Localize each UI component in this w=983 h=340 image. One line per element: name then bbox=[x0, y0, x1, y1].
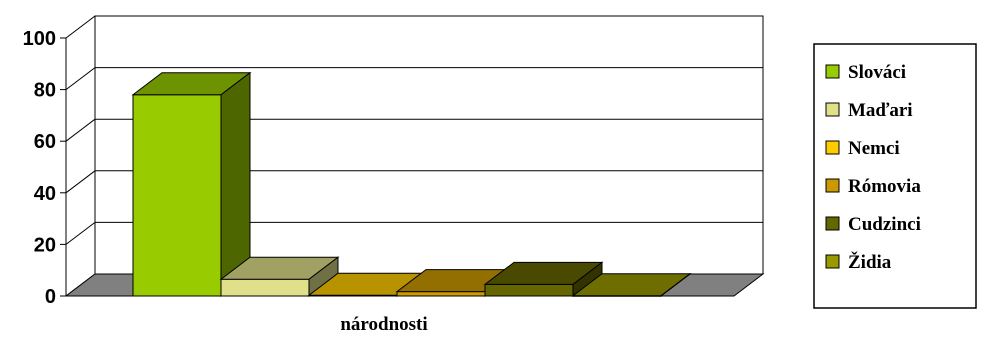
legend-label: Slováci bbox=[848, 62, 906, 83]
legend-swatch bbox=[825, 254, 840, 269]
bar-front bbox=[132, 94, 222, 297]
y-tick-label: 40 bbox=[34, 183, 56, 205]
bar-6 bbox=[571, 272, 692, 298]
legend-swatch bbox=[825, 140, 840, 155]
y-tick-label: 60 bbox=[34, 131, 56, 153]
y-tick-label: 100 bbox=[23, 28, 56, 50]
legend-swatch bbox=[825, 216, 840, 231]
gridline-diagonal bbox=[65, 15, 96, 39]
legend-label: Nemci bbox=[848, 138, 900, 159]
legend-label: Cudzinci bbox=[848, 214, 921, 235]
bar-front bbox=[220, 278, 310, 297]
bar-side bbox=[660, 272, 691, 298]
axis-layer: 0 20 40 60 80 100 bbox=[23, 28, 734, 308]
y-tick-label: 20 bbox=[34, 234, 56, 256]
gridline-diagonal bbox=[65, 170, 96, 194]
legend-box bbox=[813, 43, 977, 309]
legend-swatch bbox=[825, 64, 840, 79]
bar-front bbox=[484, 283, 574, 297]
legend-swatch bbox=[825, 102, 840, 117]
bar-1 bbox=[131, 71, 252, 298]
y-tick-label: 80 bbox=[34, 80, 56, 102]
x-axis-label: národnosti bbox=[340, 314, 427, 335]
bar-5 bbox=[483, 261, 604, 298]
legend-label: Židia bbox=[848, 251, 892, 273]
bar-2 bbox=[219, 256, 340, 298]
legend: Slováci Maďari Nemci Rómovia Cudzinci Židia bbox=[813, 43, 977, 309]
bar-layer bbox=[131, 71, 692, 298]
legend-swatch bbox=[825, 178, 840, 193]
gridline-diagonal bbox=[65, 67, 96, 90]
gridline-diagonal bbox=[65, 222, 96, 245]
y-tick-label: 0 bbox=[45, 286, 56, 308]
legend-label: Maďari bbox=[848, 100, 913, 121]
bar-front bbox=[396, 291, 486, 297]
legend-label: Rómovia bbox=[848, 176, 921, 197]
gridline-diagonal bbox=[65, 118, 96, 142]
